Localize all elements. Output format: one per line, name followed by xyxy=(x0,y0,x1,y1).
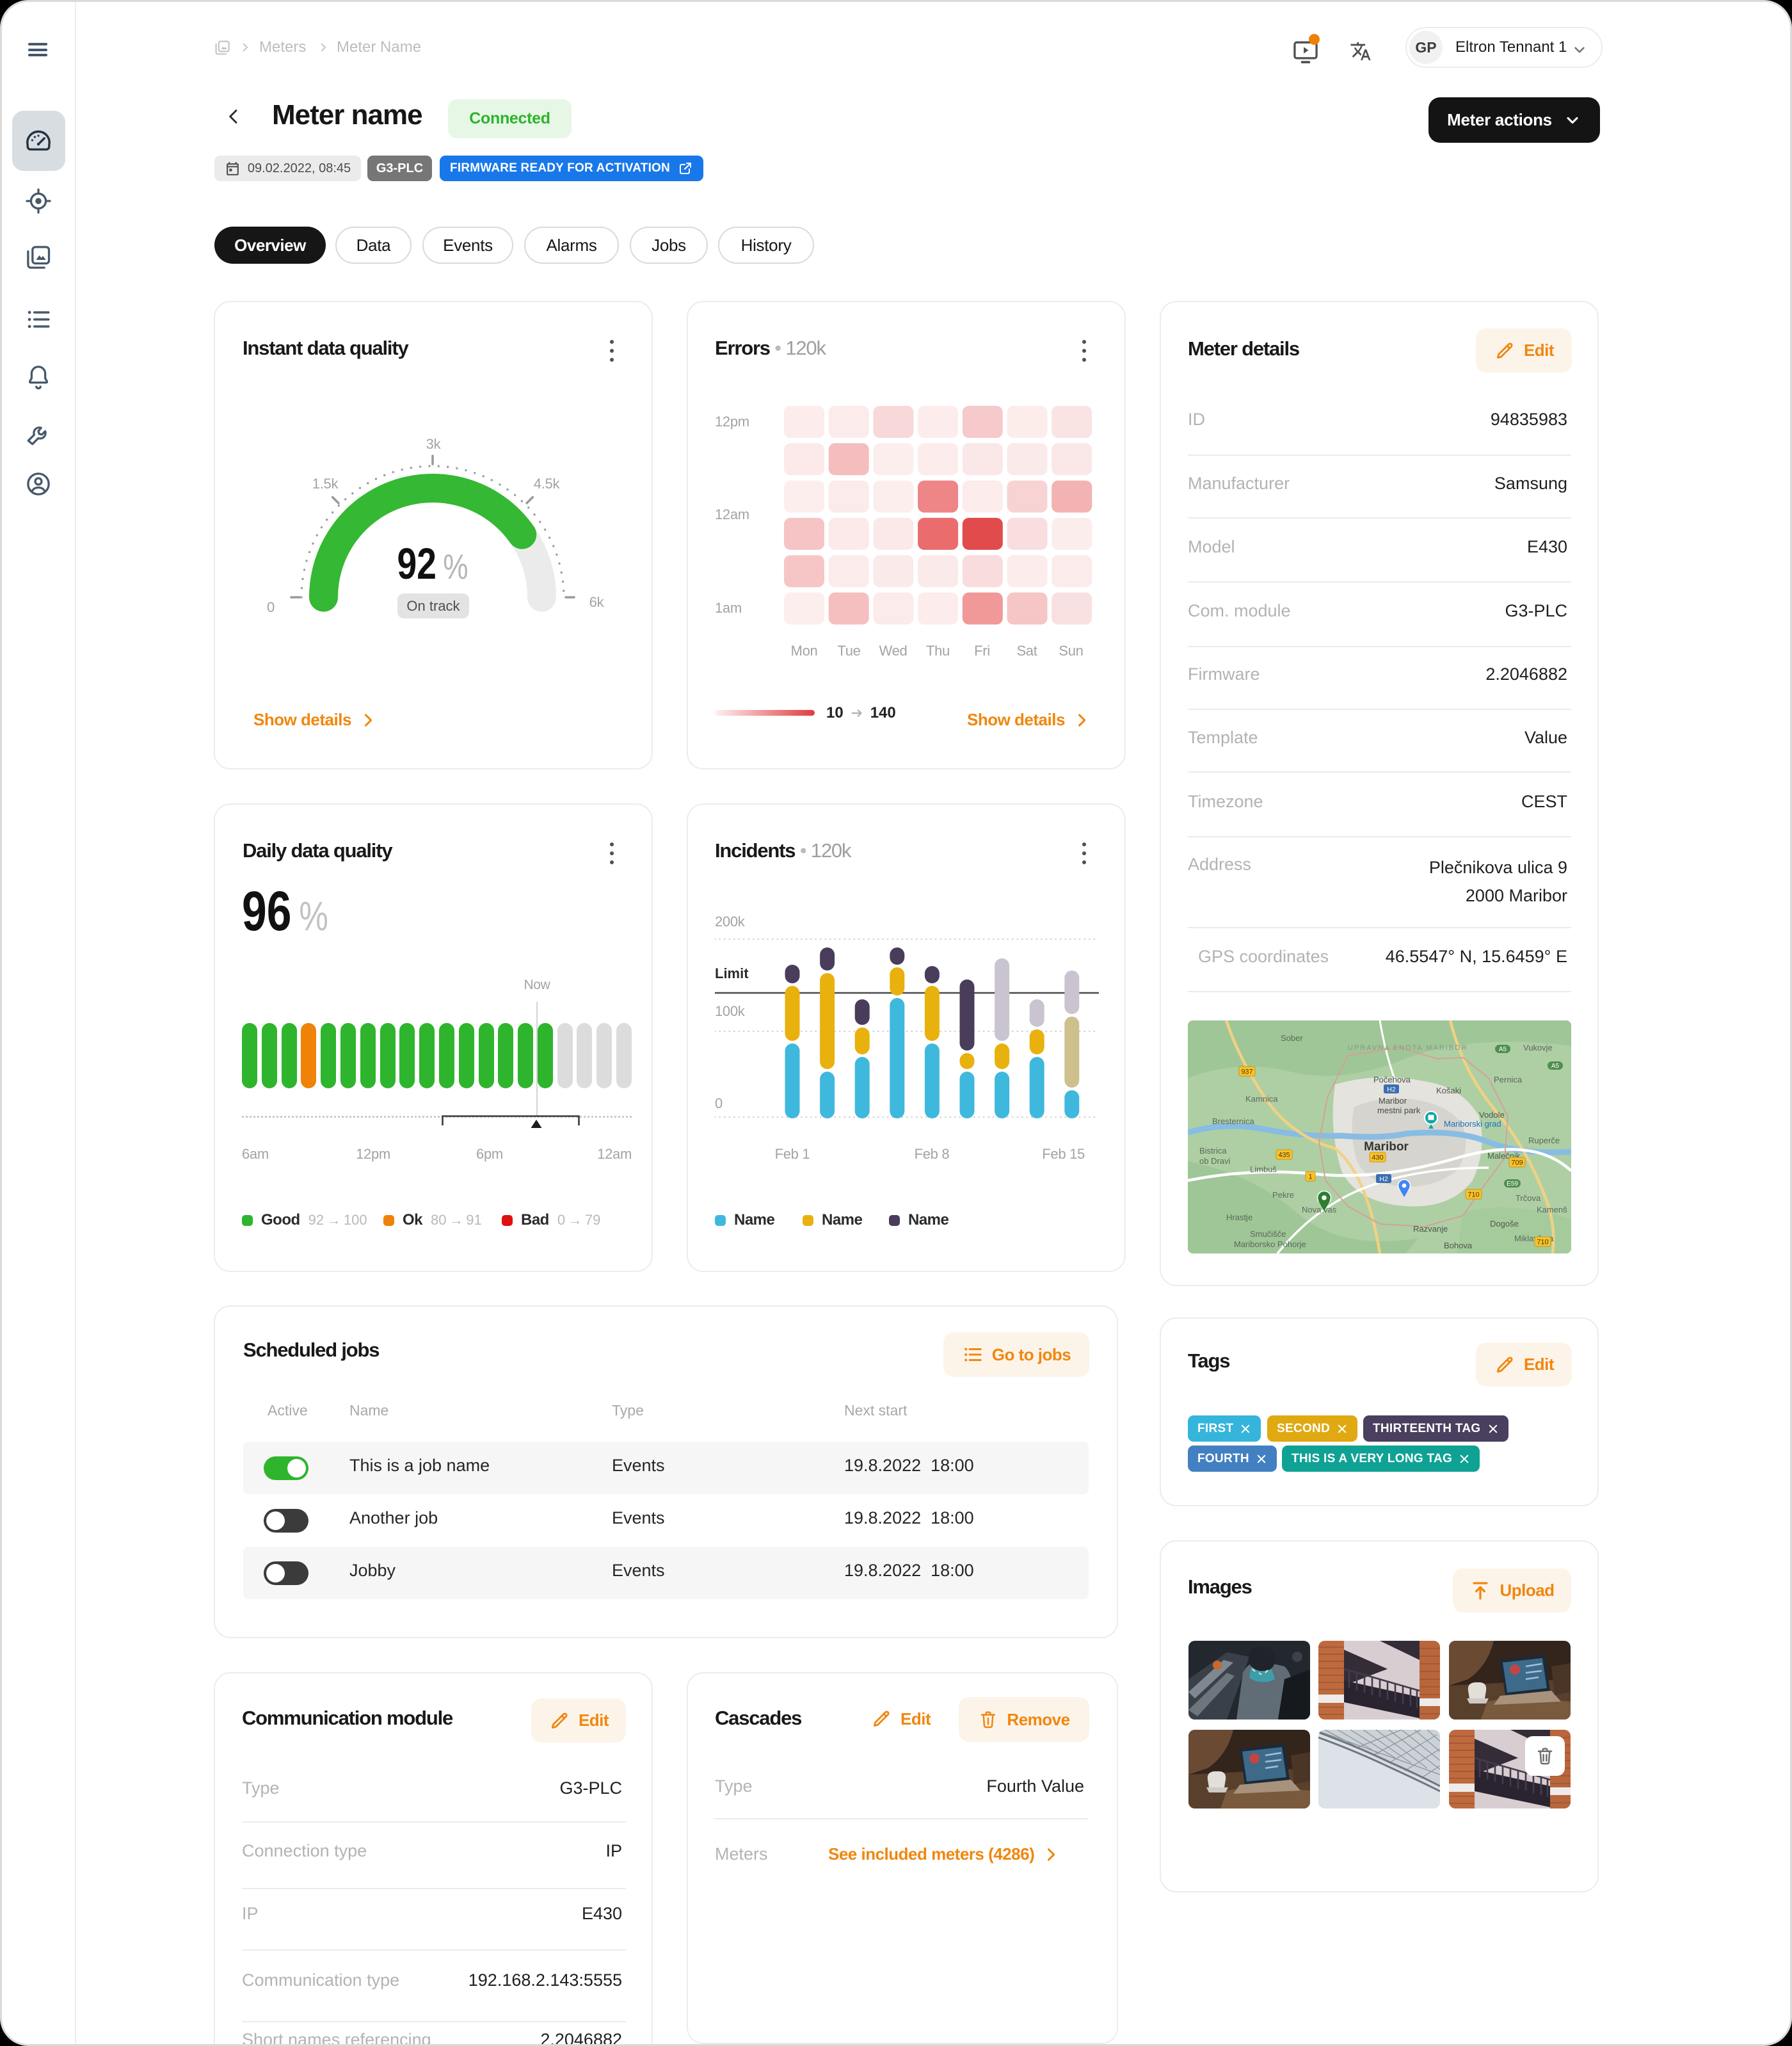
svg-text:1: 1 xyxy=(1308,1173,1312,1181)
svg-text:Sober: Sober xyxy=(1281,1033,1303,1043)
svg-text:Dogoše: Dogoše xyxy=(1490,1219,1519,1228)
svg-text:709: 709 xyxy=(1511,1159,1523,1167)
svg-text:Trčova: Trčova xyxy=(1516,1193,1541,1203)
svg-text:Pernica: Pernica xyxy=(1494,1075,1523,1084)
svg-text:Bresternica: Bresternica xyxy=(1212,1116,1255,1126)
svg-text:ob Dravi: ob Dravi xyxy=(1199,1156,1231,1166)
svg-text:Smučišče: Smučišče xyxy=(1250,1229,1286,1239)
svg-text:Kamnica: Kamnica xyxy=(1245,1094,1278,1104)
svg-text:937: 937 xyxy=(1241,1068,1252,1076)
svg-text:Vodole: Vodole xyxy=(1479,1110,1505,1120)
svg-text:Maribor: Maribor xyxy=(1379,1096,1407,1106)
svg-text:Limbuš: Limbuš xyxy=(1250,1164,1277,1174)
svg-text:Bohova: Bohova xyxy=(1444,1241,1473,1250)
svg-text:Pekre: Pekre xyxy=(1272,1190,1294,1200)
svg-text:H2: H2 xyxy=(1379,1175,1388,1183)
svg-text:Kamenš: Kamenš xyxy=(1537,1205,1567,1214)
svg-text:Razvanje: Razvanje xyxy=(1413,1224,1448,1234)
svg-text:Mariborski grad: Mariborski grad xyxy=(1444,1119,1501,1129)
svg-text:A5: A5 xyxy=(1551,1063,1560,1070)
svg-text:Bistrica: Bistrica xyxy=(1199,1146,1227,1156)
svg-text:Počehova: Počehova xyxy=(1373,1075,1411,1084)
svg-text:Mariborsko Pohorje: Mariborsko Pohorje xyxy=(1234,1239,1306,1249)
svg-text:Maribor: Maribor xyxy=(1364,1140,1409,1154)
svg-text:710: 710 xyxy=(1537,1239,1548,1246)
svg-text:Ruperče: Ruperče xyxy=(1528,1136,1560,1145)
svg-text:Košaki: Košaki xyxy=(1436,1086,1461,1095)
svg-text:Nova vas: Nova vas xyxy=(1302,1205,1337,1214)
svg-text:Hrastje: Hrastje xyxy=(1226,1212,1252,1222)
svg-text:Vukovje: Vukovje xyxy=(1523,1043,1553,1052)
svg-text:710: 710 xyxy=(1468,1191,1479,1199)
svg-text:mestni park: mestni park xyxy=(1377,1106,1421,1115)
svg-text:E59: E59 xyxy=(1507,1180,1518,1188)
svg-text:H2: H2 xyxy=(1387,1086,1396,1093)
svg-text:430: 430 xyxy=(1372,1154,1383,1162)
svg-text:UPRAVNA ENOTA MARIBOR: UPRAVNA ENOTA MARIBOR xyxy=(1348,1044,1468,1052)
svg-text:A5: A5 xyxy=(1499,1046,1507,1053)
svg-text:435: 435 xyxy=(1278,1152,1290,1159)
